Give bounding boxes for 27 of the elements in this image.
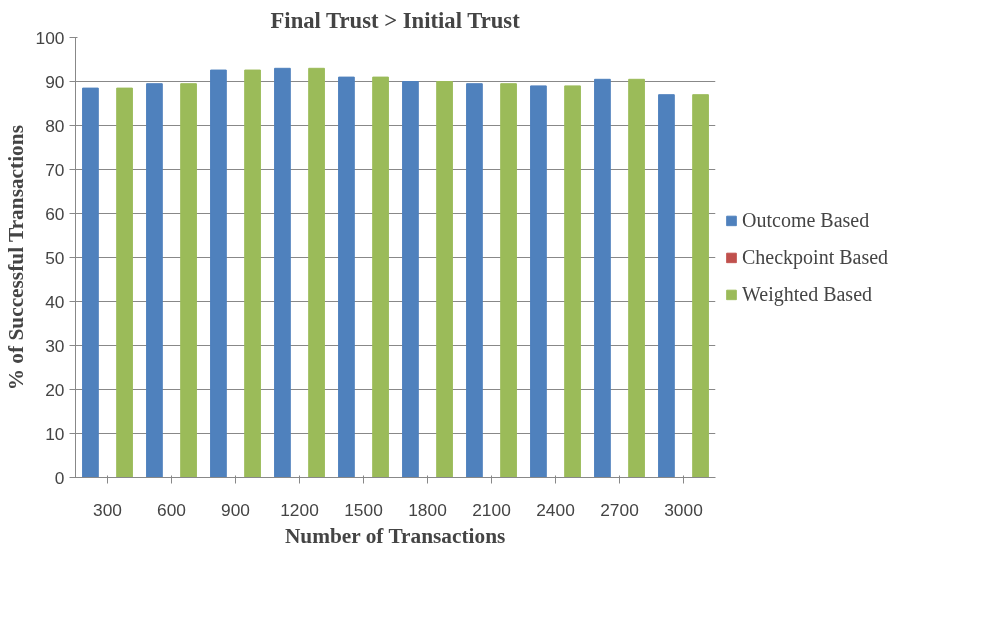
y-tick-label: 80 (45, 115, 65, 136)
y-tick-label: 40 (45, 291, 65, 312)
y-tick-label: 30 (45, 335, 65, 356)
x-axis-title: Number of Transactions (284, 523, 506, 548)
x-tick-label: 1500 (344, 499, 383, 520)
x-tick-label: 2700 (600, 499, 639, 520)
x-tick-label: 300 (93, 499, 122, 520)
y-tick-label: 70 (45, 159, 65, 180)
chart-title: Final Trust > Initial Trust (270, 7, 521, 33)
y-tick-label: 20 (45, 379, 65, 400)
y-tick-label: 90 (45, 71, 65, 92)
y-tick-label: 100 (35, 27, 65, 48)
x-tick-label: 2400 (536, 499, 575, 520)
y-axis-title: % of Successful Transactions (3, 125, 28, 391)
y-tick-label: 10 (45, 423, 65, 444)
x-tick-label: 900 (221, 499, 250, 520)
x-tick-label: 600 (157, 499, 186, 520)
legend-label: Outcome Based (742, 208, 870, 232)
y-tick-label: 60 (45, 203, 65, 224)
x-tick-label: 1200 (280, 499, 319, 520)
x-tick-label: 3000 (664, 499, 703, 520)
y-tick-label: 0 (54, 467, 65, 488)
legend-label: Weighted Based (742, 282, 873, 306)
y-tick-label: 50 (45, 247, 65, 268)
x-tick-label: 1800 (408, 499, 447, 520)
legend-label: Checkpoint Based (742, 245, 889, 269)
x-tick-label: 2100 (472, 499, 511, 520)
